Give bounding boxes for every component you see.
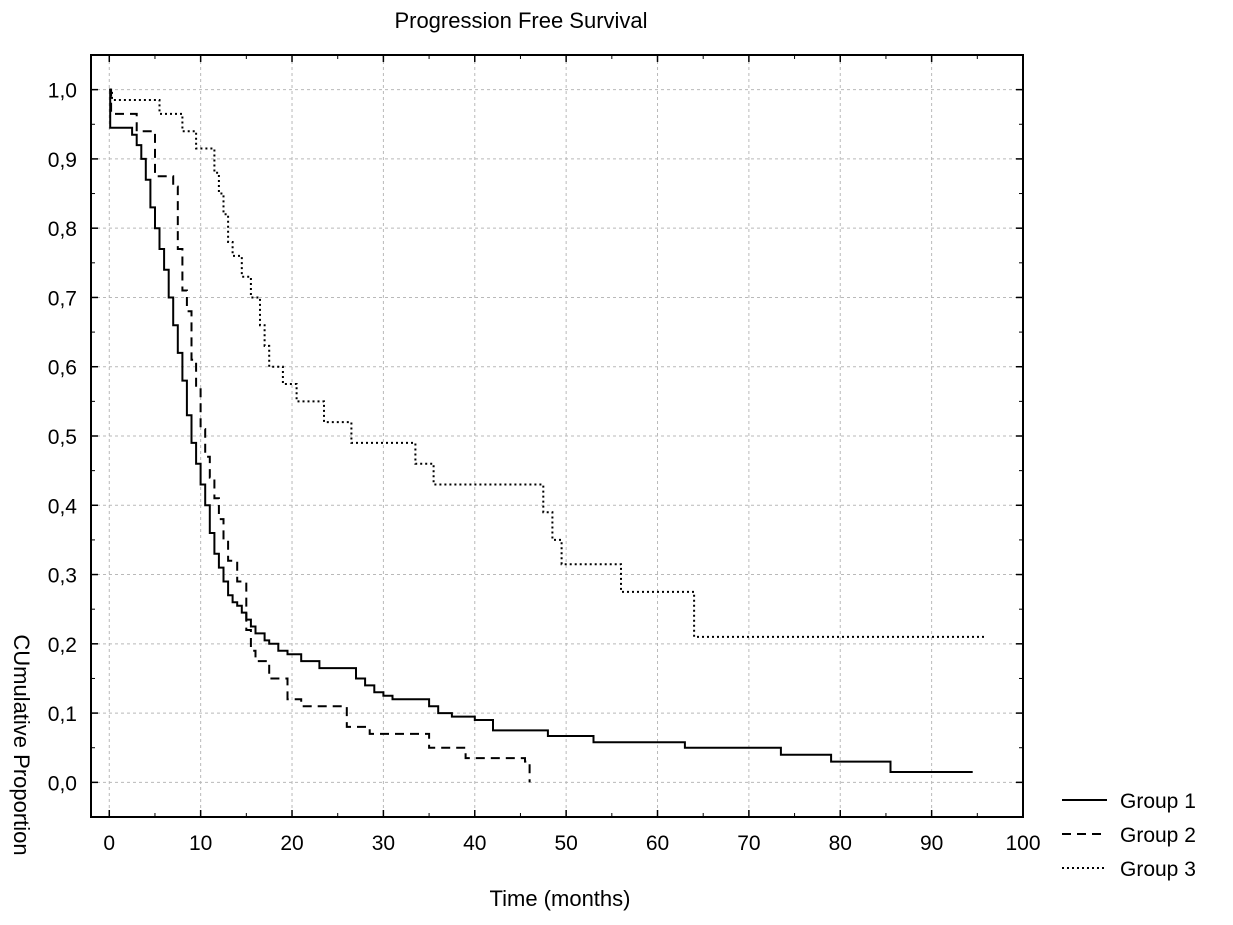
series-line-group-3: [109, 88, 987, 638]
x-tick-label: 30: [372, 832, 395, 855]
y-tick-label: 0,6: [48, 357, 77, 380]
series-line-group-2: [109, 88, 531, 783]
x-tick-label: 20: [280, 832, 303, 855]
y-tick-label: 0,3: [48, 565, 77, 588]
legend-label-group-3: Group 3: [1120, 858, 1196, 881]
legend-label-group-1: Group 1: [1120, 790, 1196, 813]
y-axis-label: CUmulative Proportion: [9, 634, 34, 855]
x-tick-label: 40: [463, 832, 486, 855]
series-lines: [109, 88, 987, 783]
grid: [91, 55, 1024, 817]
legend: Group 1 Group 2 Group 3: [1062, 790, 1196, 881]
y-tick-label: 1,0: [48, 80, 77, 103]
y-tick-label: 0,4: [48, 495, 78, 518]
x-tick-label: 10: [189, 832, 212, 855]
y-tick-labels: 0,0 0,1 0,2 0,3 0,4 0,5 0,6 0,7 0,8 0,9 1,0: [48, 80, 78, 796]
x-tick-label: 80: [829, 832, 852, 855]
x-tick-label: 50: [554, 832, 577, 855]
y-tick-label: 0,7: [48, 287, 77, 310]
x-axis-label: Time (months): [490, 886, 631, 911]
legend-label-group-2: Group 2: [1120, 824, 1196, 847]
y-tick-label: 0,0: [48, 772, 77, 795]
y-tick-label: 0,9: [48, 149, 77, 172]
chart-title: Progression Free Survival: [394, 8, 647, 33]
x-tick-label: 70: [737, 832, 760, 855]
x-tick-labels: 0 10 20 30 40 50 60 70 80 90 100: [103, 832, 1040, 855]
plot-frame: [90, 54, 1024, 818]
y-tick-label: 0,8: [48, 218, 77, 241]
axis-ticks: [91, 55, 1024, 817]
x-tick-label: 90: [920, 832, 943, 855]
y-tick-label: 0,2: [48, 634, 77, 657]
y-tick-label: 0,5: [48, 426, 77, 449]
x-tick-label: 60: [646, 832, 669, 855]
series-line-group-1: [109, 88, 973, 773]
x-tick-label: 0: [103, 832, 115, 855]
x-tick-label: 100: [1005, 832, 1040, 855]
y-tick-label: 0,1: [48, 703, 77, 726]
